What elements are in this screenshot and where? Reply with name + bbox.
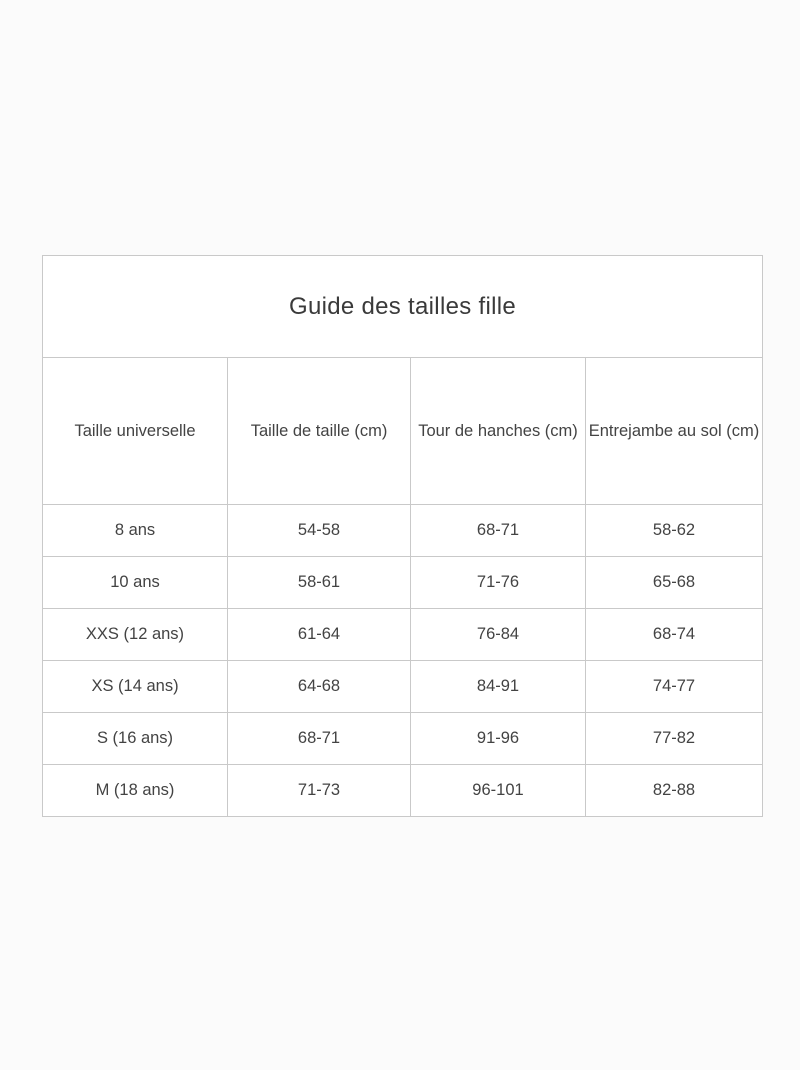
column-header-inseam: Entrejambe au sol (cm) [588,421,760,440]
table-cell-waist: 58-61 [228,557,411,608]
column-header-hips: Tour de hanches (cm) [411,358,586,504]
table-row: 8 ans 54-58 68-71 58-62 [43,504,762,556]
table-cell-hips: 76-84 [411,609,586,660]
table-cell-size: 10 ans [43,557,228,608]
table-cell-waist: 71-73 [228,765,411,816]
table-cell-size: M (18 ans) [43,765,228,816]
table-cell-inseam: 68-74 [652,625,696,643]
table-cell-inseam: 65-68 [652,573,696,591]
column-header-waist: Taille de taille (cm) [228,358,411,504]
table-cell-inseam: 82-88 [652,781,696,799]
table-cell-hips: 96-101 [411,765,586,816]
table-title-row: Guide des tailles fille [43,256,762,358]
table-row: 10 ans 58-61 71-76 65-68 [43,556,762,608]
table-cell-waist: 61-64 [228,609,411,660]
table-cell-size: S (16 ans) [43,713,228,764]
table-row: XS (14 ans) 64-68 84-91 74-77 [43,660,762,712]
table-cell-hips: 68-71 [411,505,586,556]
table-cell-size: XXS (12 ans) [43,609,228,660]
table-cell-inseam: 77-82 [652,729,696,747]
table-cell-hips: 84-91 [411,661,586,712]
table-title: Guide des tailles fille [288,292,516,320]
table-cell-size: 8 ans [43,505,228,556]
table-row: XXS (12 ans) 61-64 76-84 68-74 [43,608,762,660]
table-cell-waist: 64-68 [228,661,411,712]
table-header-row: Taille universelle Taille de taille (cm)… [43,358,762,504]
table-cell-hips: 71-76 [411,557,586,608]
table-cell-hips: 91-96 [411,713,586,764]
table-cell-size: XS (14 ans) [43,661,228,712]
table-cell-waist: 68-71 [228,713,411,764]
table-cell-inseam: 74-77 [652,677,696,695]
size-guide-table: Guide des tailles fille Taille universel… [42,255,763,817]
column-header-universal-size: Taille universelle [43,358,228,504]
table-cell-inseam: 58-62 [652,521,696,539]
table-cell-waist: 54-58 [228,505,411,556]
table-row: S (16 ans) 68-71 91-96 77-82 [43,712,762,764]
table-row: M (18 ans) 71-73 96-101 82-88 [43,764,762,816]
